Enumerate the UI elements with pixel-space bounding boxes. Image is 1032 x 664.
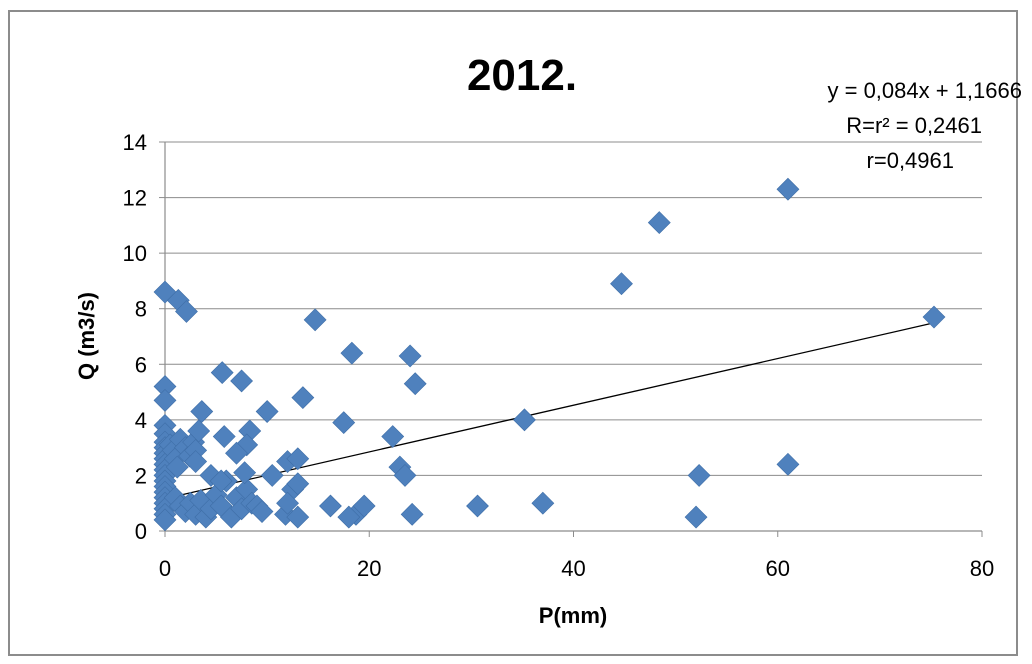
chart-title: 2012. [467,51,577,100]
data-point-93 [922,305,946,329]
trendline [164,322,932,500]
data-point-31 [187,419,211,443]
x-tick-label-0: 0 [159,556,171,581]
data-point-59 [225,441,248,465]
x-tick-label-40: 40 [561,556,585,581]
y-tick-label-12: 12 [123,186,147,211]
data-point-54 [212,425,236,448]
x-tick-label-20: 20 [357,556,381,581]
data-point-88 [647,211,671,235]
trendline-equation: y = 0,084x + 1,1666 [828,78,1023,103]
data-point-21 [153,508,177,532]
data-point-56 [230,369,254,393]
data-point-90 [687,464,711,487]
data-point-85 [513,408,536,432]
y-tick-label-8: 8 [135,297,147,322]
data-point-70 [276,491,299,515]
trendline-group [164,322,932,500]
data-point-73 [332,411,356,435]
data-points [153,177,946,532]
data-point-62 [260,464,284,487]
data-point-53 [209,469,233,493]
data-point-82 [403,372,427,396]
data-point-71 [303,308,327,332]
data-point-69 [286,505,310,529]
data-point-60 [233,461,257,485]
data-point-61 [255,400,279,423]
data-point-86 [531,491,555,515]
y-tick-labels: 0 2 4 6 8 10 12 14 [123,130,147,544]
y-tick-label-2: 2 [135,463,147,488]
x-tick-labels: 0 20 40 60 80 [159,556,994,581]
data-point-67 [286,472,310,496]
data-point-4 [153,388,177,412]
data-point-55 [210,361,234,385]
data-point-64 [286,447,310,471]
y-tick-label-4: 4 [135,408,147,433]
y-tick-label-14: 14 [123,130,147,155]
gridlines [165,141,982,476]
x-tick-label-80: 80 [970,556,994,581]
data-point-78 [381,425,405,448]
data-point-89 [684,505,708,529]
data-point-91 [776,177,800,201]
data-point-92 [776,452,800,476]
data-point-65 [291,386,315,410]
data-point-87 [610,272,633,296]
data-point-25 [165,455,189,479]
data-point-32 [190,400,214,423]
data-point-77 [337,505,361,529]
r-label: r=0,4961 [867,148,954,173]
data-point-76 [352,494,376,518]
data-point-80 [393,464,417,487]
data-point-33 [184,450,208,473]
y-axis-label: Q (m3/s) [74,292,99,380]
chart-frame [8,10,1018,656]
data-point-83 [400,502,424,526]
y-tick-label-0: 0 [135,519,147,544]
data-point-84 [466,494,489,518]
data-point-81 [398,344,422,368]
data-point-2 [175,300,198,323]
data-point-51 [250,500,274,523]
x-axis-label: P(mm) [539,603,607,628]
data-point-72 [319,494,342,518]
y-tick-label-10: 10 [123,241,147,266]
r-squared-label: R=r² = 0,2461 [846,113,982,138]
x-tick-label-60: 60 [766,556,790,581]
y-tick-label-6: 6 [135,352,147,377]
data-point-74 [340,341,364,365]
